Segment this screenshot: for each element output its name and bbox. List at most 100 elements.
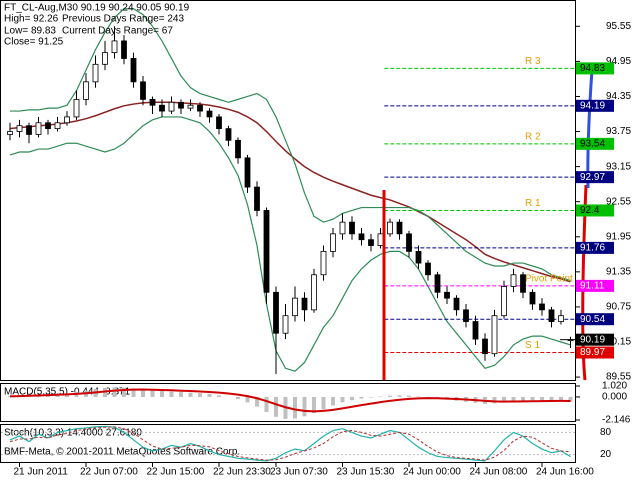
candle-body <box>444 291 450 299</box>
stoch-frame <box>0 424 576 463</box>
candle-body <box>292 297 298 317</box>
candle-body <box>548 309 555 322</box>
x-tick-label: 22 Jun 15:00 <box>147 467 205 478</box>
stoch-signal <box>9 426 571 461</box>
candle-body <box>472 321 479 340</box>
candle-body <box>140 81 146 100</box>
last-price-value: 90.19 <box>580 334 605 345</box>
macd-bar <box>530 396 535 401</box>
candle-body <box>539 303 545 311</box>
price-window: R 3 R 2 R 1 Pivot Point S 1 <box>7 8 575 375</box>
level-box <box>576 279 614 292</box>
y-tick-label: 92.55 <box>606 196 631 207</box>
candle-body <box>282 315 289 334</box>
x-tick-label: 24 Jun 00:00 <box>403 467 461 478</box>
macd-bar <box>264 396 269 412</box>
macd-bar <box>388 395 392 397</box>
stoch-label: Stoch(10,3,3) 14.4000 27.6180 <box>4 428 142 439</box>
candle-body <box>121 40 127 59</box>
info-text: Current Days Range= 67 <box>62 26 173 37</box>
candle-body <box>330 233 336 252</box>
watermark: BMF-Meta, © 2001-2011 MetaQuotes Softwar… <box>4 447 240 458</box>
y-tick-label: 93.75 <box>606 126 631 137</box>
y-tick-label: 94.35 <box>606 91 631 102</box>
level-box <box>576 313 614 326</box>
candle-body <box>301 297 308 311</box>
macd-bar <box>416 396 421 397</box>
macd-bar <box>141 389 145 397</box>
candle-body <box>159 104 165 112</box>
x-tick-label: 24 Jun 16:00 <box>536 467 594 478</box>
candle-body <box>320 250 327 276</box>
macd-bar <box>131 388 136 397</box>
macd-bar <box>274 396 278 417</box>
candle-body <box>235 139 241 159</box>
macd-bar <box>122 387 126 397</box>
level-value: 94.19 <box>580 100 605 111</box>
macd-bar <box>312 396 316 414</box>
candle-body <box>216 116 222 130</box>
level-box <box>576 346 614 359</box>
level-box <box>576 204 614 217</box>
level-name: Pivot Point <box>525 274 573 285</box>
macd-bar <box>207 393 212 397</box>
candle-body <box>225 128 232 141</box>
price-frame <box>0 0 576 381</box>
last-price-box <box>576 333 614 346</box>
y-tick-label: 90.75 <box>606 302 631 313</box>
macd-bar <box>549 396 554 402</box>
candle-body <box>111 40 118 54</box>
macd-bar <box>169 391 174 397</box>
candle-body <box>501 286 507 317</box>
level-box <box>576 241 614 254</box>
stoch-tick-label: 80 <box>600 427 612 438</box>
macd-bar <box>521 396 525 401</box>
candle-body <box>311 274 317 311</box>
info-text: Low= 89.83 <box>4 26 56 37</box>
macd-bar <box>359 396 364 399</box>
candle-body <box>197 104 203 112</box>
y-tick-label: 94.95 <box>606 56 631 67</box>
candle-body <box>16 125 23 132</box>
candle-body <box>349 221 355 235</box>
overlay-line <box>9 116 571 372</box>
candle-body <box>358 233 365 241</box>
candle-body <box>415 250 422 264</box>
info-text: Close= 91.25 <box>4 37 64 48</box>
x-tick-label: 22 Jun 23:30 <box>213 467 271 478</box>
level-name: S 1 <box>525 340 540 351</box>
candle-body <box>35 122 42 135</box>
candle-body <box>406 233 412 252</box>
candle-body <box>339 221 346 235</box>
candle-body <box>130 58 137 83</box>
x-tick-label: 24 Jun 08:00 <box>470 467 528 478</box>
macd-bar <box>331 396 335 406</box>
level-name: R 3 <box>525 56 541 67</box>
candle-body <box>73 98 80 118</box>
level-box <box>576 137 614 150</box>
candle-body <box>178 101 184 109</box>
candle-body <box>102 52 108 65</box>
macd-bar <box>502 396 506 403</box>
stoch-tick-label: 20 <box>600 449 612 460</box>
level-box <box>576 171 614 184</box>
macd-tick-label: -2.146 <box>602 415 631 426</box>
macd-bar <box>217 395 221 397</box>
macd-bar <box>188 392 193 397</box>
candle-body <box>453 297 460 311</box>
macd-bar <box>492 396 497 404</box>
macd-bar <box>559 396 563 402</box>
macd-frame <box>0 383 576 422</box>
macd-bar <box>340 396 345 403</box>
y-tick-label: 89.55 <box>606 372 631 383</box>
macd-label: MACD(5,35,5) -0.444 -0.371 <box>4 387 131 398</box>
candle-body <box>206 110 213 118</box>
macd-bar <box>511 396 516 402</box>
macd-bar <box>378 396 383 397</box>
macd-bar <box>321 396 326 410</box>
candle-body <box>54 122 61 130</box>
x-tick-label: 22 Jun 07:00 <box>80 467 138 478</box>
macd-bar <box>397 395 402 397</box>
level-value: 94.83 <box>580 63 605 74</box>
